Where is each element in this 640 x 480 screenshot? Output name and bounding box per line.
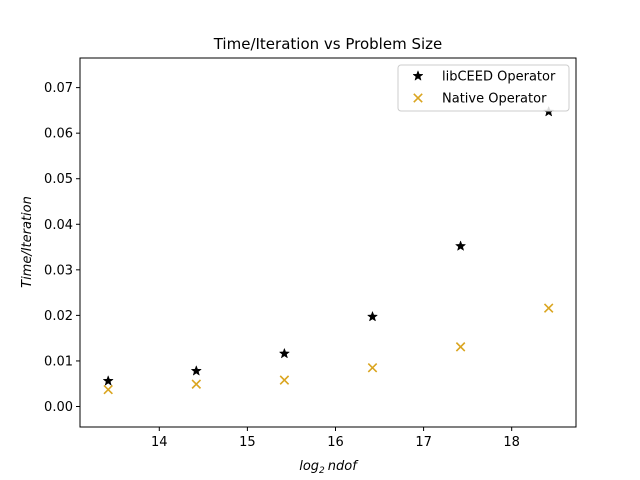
native-point (543, 303, 554, 313)
y-tick-label: 0.03 (44, 263, 73, 278)
legend-box (397, 64, 570, 112)
y-axis-title: Time/Iteration (20, 196, 35, 288)
legend-marker (413, 93, 423, 103)
native-point (103, 384, 113, 395)
legend-label: libCEED Operator (442, 70, 556, 85)
x-tick-label: 17 (415, 435, 432, 450)
x-tick-label: 16 (327, 435, 344, 450)
y-tick-label: 0.04 (44, 218, 73, 233)
y-tick-label: 0.00 (44, 400, 73, 415)
legend: libCEED Operator Native Operator (397, 64, 570, 112)
native-point (455, 342, 466, 352)
native-point (279, 375, 290, 385)
native-point (367, 363, 378, 373)
x-tick-label: 14 (151, 435, 168, 450)
y-tick-label: 0.07 (44, 81, 73, 96)
plot-area: 14 15 16 17 18 0.00 0.01 0.02 0.03 0.04 0.05 0.06 0.… (44, 57, 577, 450)
libceed-point (366, 310, 379, 322)
y-tick-label: 0.01 (44, 354, 73, 369)
chart-title: Time/Iteration vs Problem Size (213, 35, 443, 53)
libceed-point (102, 375, 114, 386)
legend-marker (412, 70, 424, 81)
libceed-point (454, 240, 467, 251)
x-axis-title-subscript: 2 (319, 466, 325, 476)
legend-label: Native Operator (442, 92, 547, 107)
y-tick-label: 0.06 (44, 127, 73, 142)
axes-frame (79, 57, 577, 428)
libceed-point (278, 347, 291, 359)
y-tick-label: 0.05 (44, 172, 73, 187)
native-point (191, 379, 202, 389)
x-tick-label: 18 (503, 435, 520, 450)
x-tick-label: 15 (239, 435, 256, 450)
y-tick-label: 0.02 (44, 309, 73, 324)
libceed-point (190, 365, 202, 376)
x-axis-title: log2 ndof (299, 459, 359, 476)
